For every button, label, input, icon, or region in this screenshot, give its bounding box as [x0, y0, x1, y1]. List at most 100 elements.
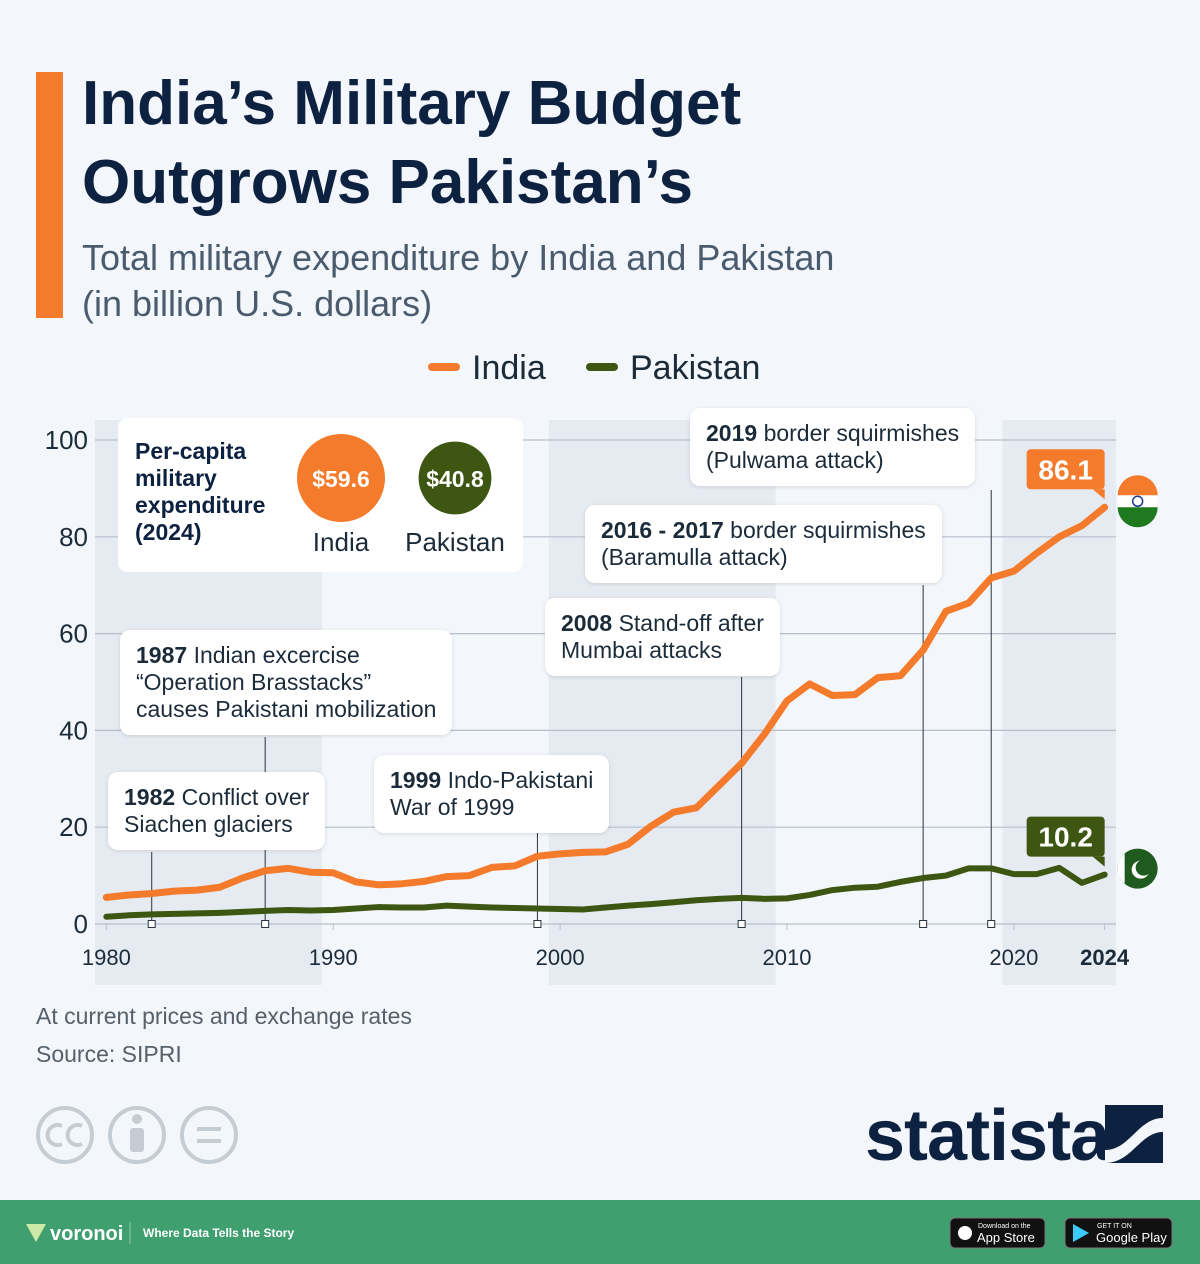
annotation-year: 2008	[561, 610, 613, 636]
source: Source: SIPRI	[36, 1041, 182, 1067]
per-capita-title: (2024)	[135, 519, 201, 545]
per-capita-bubble	[297, 434, 385, 522]
annotation-line: causes Pakistani mobilization	[136, 696, 436, 723]
x-tick-label: 2000	[536, 945, 585, 970]
y-tick-label: 20	[59, 812, 88, 842]
value-label-box	[1026, 449, 1105, 490]
plot: 0 20 40 60 80 100 1980 1990 2000 2010 2020 2024 86.1…	[45, 349, 1158, 985]
annotation-text: (Baramulla attack)	[601, 544, 788, 570]
leader-marker	[737, 920, 746, 928]
accent-bar	[36, 72, 63, 318]
annotation: 2016 - 2017 border squirmishes (Baramulla…	[585, 505, 942, 583]
value-label-box	[1026, 816, 1105, 857]
value-label-pointer	[1092, 856, 1105, 867]
chart-title: Outgrows Pakistan’s	[82, 148, 693, 217]
annotation-line: 2019 border squirmishes	[706, 420, 959, 447]
annotation-text: Mumbai attacks	[561, 637, 723, 663]
per-capita-value: $59.6	[312, 466, 370, 492]
app-store-small: Download on the	[978, 1223, 1031, 1230]
annotation-line: 1999 Indo-Pakistani	[390, 767, 593, 794]
flag-band	[1117, 853, 1125, 884]
leader-marker	[147, 920, 156, 928]
annotation: 1999 Indo-Pakistani War of 1999	[374, 755, 610, 833]
chart-title: India’s Military Budget	[82, 69, 741, 138]
y-tick-label: 40	[59, 715, 88, 745]
series-line	[102, 503, 1109, 901]
annotation-text: Siachen glaciers	[124, 811, 293, 837]
annotation-line: Siachen glaciers	[124, 811, 309, 838]
subtitle: (in billion U.S. dollars)	[82, 283, 432, 324]
annotation-text: (Pulwama attack)	[706, 447, 884, 473]
annotation-line: 2016 - 2017 border squirmishes	[601, 517, 926, 544]
per-capita-bubble	[418, 441, 492, 515]
google-play-label: Google Play	[1096, 1230, 1167, 1245]
annotation-year: 1999	[390, 767, 442, 793]
annotation: 2019 border squirmishes (Pulwama attack)	[690, 408, 976, 486]
annotation-line: 2008 Stand-off after	[561, 610, 764, 637]
annotation-year: 1982	[124, 784, 176, 810]
x-tick-label: 1980	[82, 945, 131, 970]
annotation-line: (Baramulla attack)	[601, 544, 926, 571]
x-tick-label: 1990	[309, 945, 358, 970]
footer-brand: voronoi	[50, 1223, 123, 1245]
x-tick-label: 2010	[763, 945, 812, 970]
per-capita-value: $40.8	[426, 466, 484, 492]
app-store-button[interactable]	[949, 1217, 1046, 1249]
google-play-button[interactable]	[1064, 1217, 1173, 1249]
leader-marker	[261, 920, 270, 928]
flag-band	[1117, 507, 1158, 528]
annotation-text: Indian excercise	[193, 642, 360, 668]
annotation: 1982 Conflict over Siachen glaciers	[108, 772, 326, 850]
annotation-line: (Pulwama attack)	[706, 447, 959, 474]
app-store-label: App Store	[977, 1230, 1035, 1245]
flag-wheel	[1131, 495, 1144, 508]
statista-logo: statista	[865, 1096, 1111, 1176]
per-capita-label: Pakistan	[405, 527, 505, 557]
annotation-line: “Operation Brasstacks”	[136, 669, 436, 696]
footer-tagline: Where Data Tells the Story	[143, 1226, 294, 1240]
annotation-text: border squirmishes	[730, 517, 926, 543]
voronoi-icon	[26, 1224, 46, 1242]
per-capita-title: expenditure	[135, 492, 265, 518]
per-capita-title: Per-capita	[135, 438, 246, 464]
annotation: 1987 Indian excercise “Operation Brasstac…	[120, 630, 453, 735]
x-tick-label: 2024	[1080, 945, 1130, 970]
value-label: 10.2	[1038, 822, 1093, 853]
annotation-text: “Operation Brasstacks”	[136, 669, 372, 695]
annotation-year: 2016 - 2017	[601, 517, 724, 543]
annotation-text: War of 1999	[390, 794, 515, 820]
y-tick-label: 60	[59, 619, 88, 649]
leader-marker	[533, 920, 542, 928]
annotation-text: Stand-off after	[618, 610, 764, 636]
note: At current prices and exchange rates	[36, 1003, 412, 1029]
subtitle: Total military expenditure by India and …	[82, 237, 834, 278]
leader-marker	[919, 920, 928, 928]
y-tick-label: 80	[59, 522, 88, 552]
license-icons	[36, 1106, 238, 1164]
apple-icon	[958, 1226, 972, 1240]
annotation-text: border squirmishes	[763, 420, 960, 446]
play-icon	[1073, 1224, 1089, 1242]
annotation-text: Conflict over	[181, 784, 310, 810]
annotation-text: causes Pakistani mobilization	[136, 696, 437, 722]
flag-band	[1117, 475, 1158, 496]
annotation-text: Indo-Pakistani	[447, 767, 594, 793]
google-play-small: GET IT ON	[1097, 1223, 1132, 1230]
value-label: 86.1	[1038, 454, 1093, 485]
y-tick-label: 0	[74, 909, 88, 939]
value-label-pointer	[1092, 489, 1105, 500]
legend-label: India	[472, 349, 546, 387]
series-line	[103, 864, 1108, 920]
flag-moon	[1135, 859, 1152, 876]
annotation-line: Mumbai attacks	[561, 637, 764, 664]
annotation-year: 1987	[136, 642, 188, 668]
x-tick-label: 2020	[989, 945, 1038, 970]
annotation-line: 1987 Indian excercise	[136, 642, 436, 669]
statista-icon	[1105, 1105, 1163, 1163]
leader-marker	[987, 920, 996, 928]
annotation: 2008 Stand-off after Mumbai attacks	[545, 598, 780, 676]
annotation-year: 2019	[706, 420, 758, 446]
decade-band	[1002, 420, 1116, 985]
annotation-line: 1982 Conflict over	[124, 784, 309, 811]
